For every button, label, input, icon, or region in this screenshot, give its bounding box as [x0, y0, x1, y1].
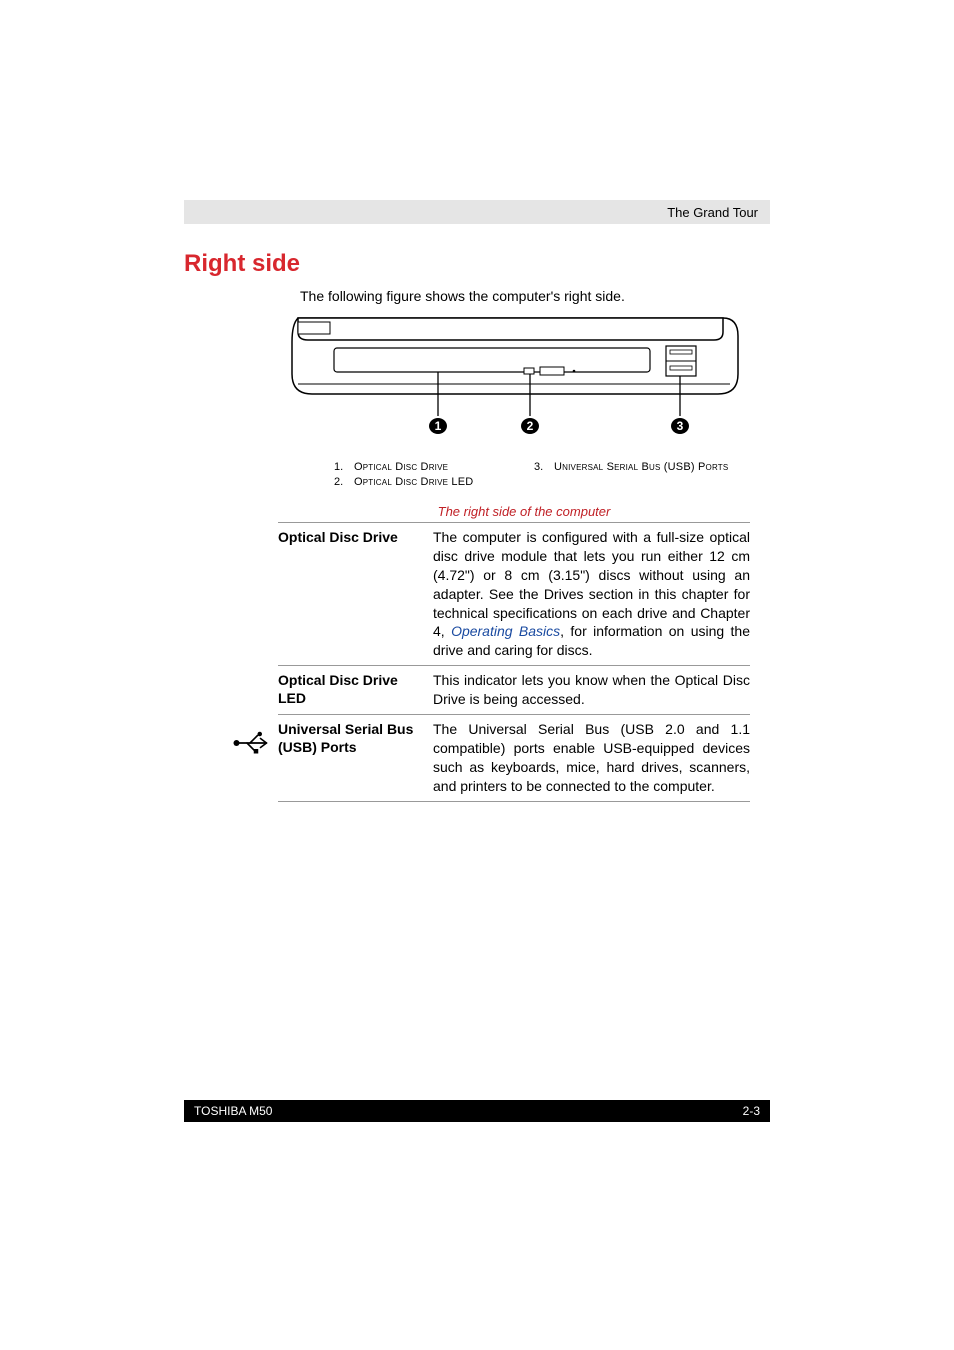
- legend-item: 2. Optical Disc Drive LED: [334, 475, 534, 490]
- page: The Grand Tour Right side The following …: [0, 0, 954, 1350]
- footer-model: TOSHIBA M50: [194, 1104, 272, 1118]
- definition-text-pre: This indicator lets you know when the Op…: [433, 672, 750, 707]
- legend-item: 1. Optical Disc Drive: [334, 460, 534, 475]
- svg-text:2: 2: [527, 419, 534, 433]
- definition-row: Optical Disc Drive LED This indicator le…: [278, 665, 750, 714]
- definition-description: The computer is configured with a full-s…: [433, 528, 750, 660]
- section-title: Right side: [184, 250, 300, 278]
- cross-reference-link[interactable]: Operating Basics: [451, 623, 560, 639]
- legend-label: Universal Serial Bus (USB) Ports: [554, 460, 728, 475]
- definition-table: Optical Disc Drive The computer is confi…: [278, 522, 750, 802]
- figure-legend: 1. Optical Disc Drive 2. Optical Disc Dr…: [334, 460, 734, 491]
- definition-text-pre: The Universal Serial Bus (USB 2.0 and 1.…: [433, 721, 750, 794]
- definition-term: Optical Disc Drive LED: [278, 671, 433, 709]
- svg-text:1: 1: [435, 419, 442, 433]
- definition-description: This indicator lets you know when the Op…: [433, 671, 750, 709]
- figure-caption: The right side of the computer: [278, 504, 770, 519]
- definition-row: Optical Disc Drive The computer is confi…: [278, 522, 750, 665]
- definition-term: Universal Serial Bus (USB) Ports: [278, 720, 433, 796]
- header-section-name: The Grand Tour: [667, 205, 758, 220]
- legend-num: 3.: [534, 460, 554, 475]
- header-bar: The Grand Tour: [184, 200, 770, 224]
- usb-icon: [232, 729, 272, 762]
- intro-text: The following figure shows the computer'…: [300, 288, 625, 304]
- svg-text:3: 3: [677, 419, 684, 433]
- legend-label: Optical Disc Drive: [354, 460, 448, 475]
- definition-description: The Universal Serial Bus (USB 2.0 and 1.…: [433, 720, 750, 796]
- legend-label: Optical Disc Drive LED: [354, 475, 473, 490]
- legend-num: 2.: [334, 475, 354, 490]
- legend-item: 3. Universal Serial Bus (USB) Ports: [534, 460, 734, 475]
- legend-num: 1.: [334, 460, 354, 475]
- footer-page-number: 2-3: [743, 1104, 760, 1118]
- definition-term: Optical Disc Drive: [278, 528, 433, 660]
- definition-row: Universal Serial Bus (USB) Ports The Uni…: [278, 714, 750, 802]
- footer-bar: TOSHIBA M50 2-3: [184, 1100, 770, 1122]
